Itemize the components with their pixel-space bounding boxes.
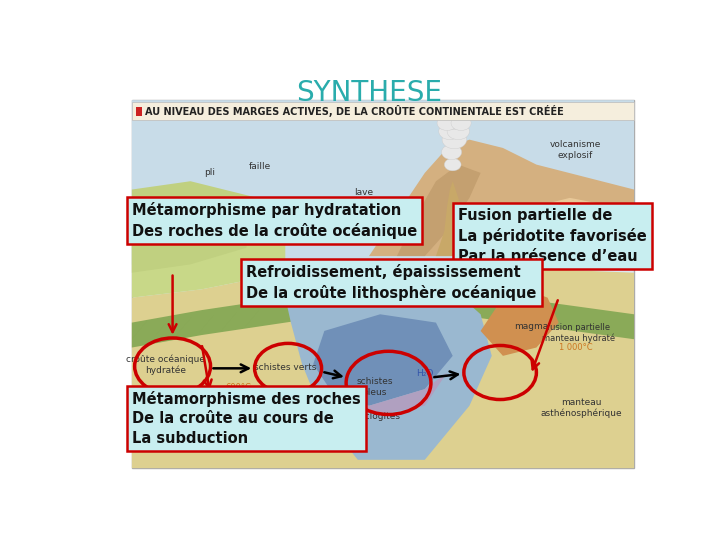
Polygon shape [154,319,170,337]
Polygon shape [369,140,634,256]
Text: fusion partielle
manteau hydraté: fusion partielle manteau hydraté [541,323,615,343]
Text: magma: magma [513,322,548,331]
Text: AU NIVEAU DES MARGES ACTIVES, DE LA CROÛTE CONTINENTALE EST CRÉÉE: AU NIVEAU DES MARGES ACTIVES, DE LA CROÛ… [145,105,564,117]
Text: schistes verts: schistes verts [254,363,317,372]
Text: Métamorphisme par hydratation
Des roches de la croûte océanique: Métamorphisme par hydratation Des roches… [132,202,417,239]
Bar [132,102,634,120]
Polygon shape [481,289,559,356]
Polygon shape [199,314,215,333]
Circle shape [451,116,471,131]
Circle shape [442,131,467,149]
Polygon shape [132,321,148,339]
Text: lave
andésitique: lave andésitique [337,188,390,208]
Polygon shape [132,281,634,348]
Text: faille: faille [249,162,271,171]
Circle shape [438,123,461,140]
Text: pli: pli [204,168,215,178]
Circle shape [447,123,469,140]
Text: Métamorphisme des roches
De la croûte au cours de
La subduction: Métamorphisme des roches De la croûte au… [132,391,361,446]
Polygon shape [492,198,634,256]
Text: prisme
d'accrétion: prisme d'accrétion [151,224,202,243]
Circle shape [444,158,461,171]
Polygon shape [132,100,634,265]
Bar [132,100,634,468]
Polygon shape [436,181,472,256]
Polygon shape [459,206,514,256]
Circle shape [441,145,462,160]
Text: croûte océanique
hydratée: croûte océanique hydratée [126,355,204,375]
Text: Fusion partielle de
La péridotite favorisée
Par la présence d’eau: Fusion partielle de La péridotite favori… [459,208,647,265]
Polygon shape [285,281,492,460]
Text: volcanisme
explosif: volcanisme explosif [550,140,601,160]
Polygon shape [221,312,237,331]
Text: manteau lithosphérique
1 000°C: manteau lithosphérique 1 000°C [202,396,302,416]
Text: 600°C: 600°C [225,382,251,392]
Polygon shape [132,181,258,273]
Text: schistes
bleus: schistes bleus [356,377,393,397]
Polygon shape [313,314,453,406]
Polygon shape [176,316,192,335]
Text: éclogites: éclogites [360,411,400,421]
Circle shape [440,109,468,129]
Bar [136,107,142,116]
Circle shape [437,116,457,131]
Polygon shape [132,265,634,468]
Polygon shape [336,373,447,414]
Text: SYNTHESE: SYNTHESE [296,79,442,107]
Polygon shape [243,310,259,329]
Text: 1 000°C: 1 000°C [559,343,593,352]
Text: Refroidissement, épaississement
De la croûte lithosphère océanique: Refroidissement, épaississement De la cr… [246,265,536,301]
Text: manteau
asthénosphérique: manteau asthénosphérique [540,398,622,418]
Text: H₂O: H₂O [416,369,433,378]
Polygon shape [132,198,285,298]
Polygon shape [397,165,481,256]
